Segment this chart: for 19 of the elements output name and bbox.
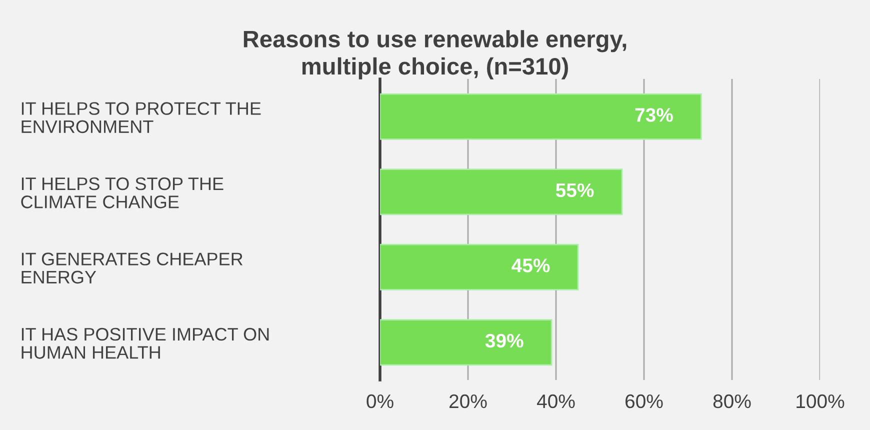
data-label: 73% <box>635 108 673 122</box>
bar <box>380 319 552 366</box>
bar <box>380 93 702 140</box>
chart-title: Reasons to use renewable energy, multiple choice, (n=310) <box>244 30 626 80</box>
data-label: 39% <box>485 334 524 348</box>
y-tick-label: IT HELPS TO STOP THE CLIMATE CHANGE <box>21 177 224 208</box>
data-label: 45% <box>512 258 550 272</box>
x-tick-label: 20% <box>450 394 487 408</box>
y-tick-label: IT GENERATES CHEAPER ENERGY <box>22 252 243 284</box>
x-tick-label: 60% <box>626 394 663 408</box>
x-tick-label: 100% <box>796 394 844 408</box>
x-tick-label: 80% <box>713 394 751 408</box>
x-tick-label: 40% <box>536 394 575 408</box>
bar <box>380 244 579 290</box>
bar <box>380 168 623 216</box>
y-tick-label: IT HELPS TO PROTECT THE ENVIRONMENT <box>22 102 261 134</box>
data-label: 55% <box>556 183 594 198</box>
y-tick-label: IT HAS POSITIVE IMPACT ON HUMAN HEALTH <box>22 328 269 359</box>
x-tick-label: 0% <box>366 394 394 408</box>
